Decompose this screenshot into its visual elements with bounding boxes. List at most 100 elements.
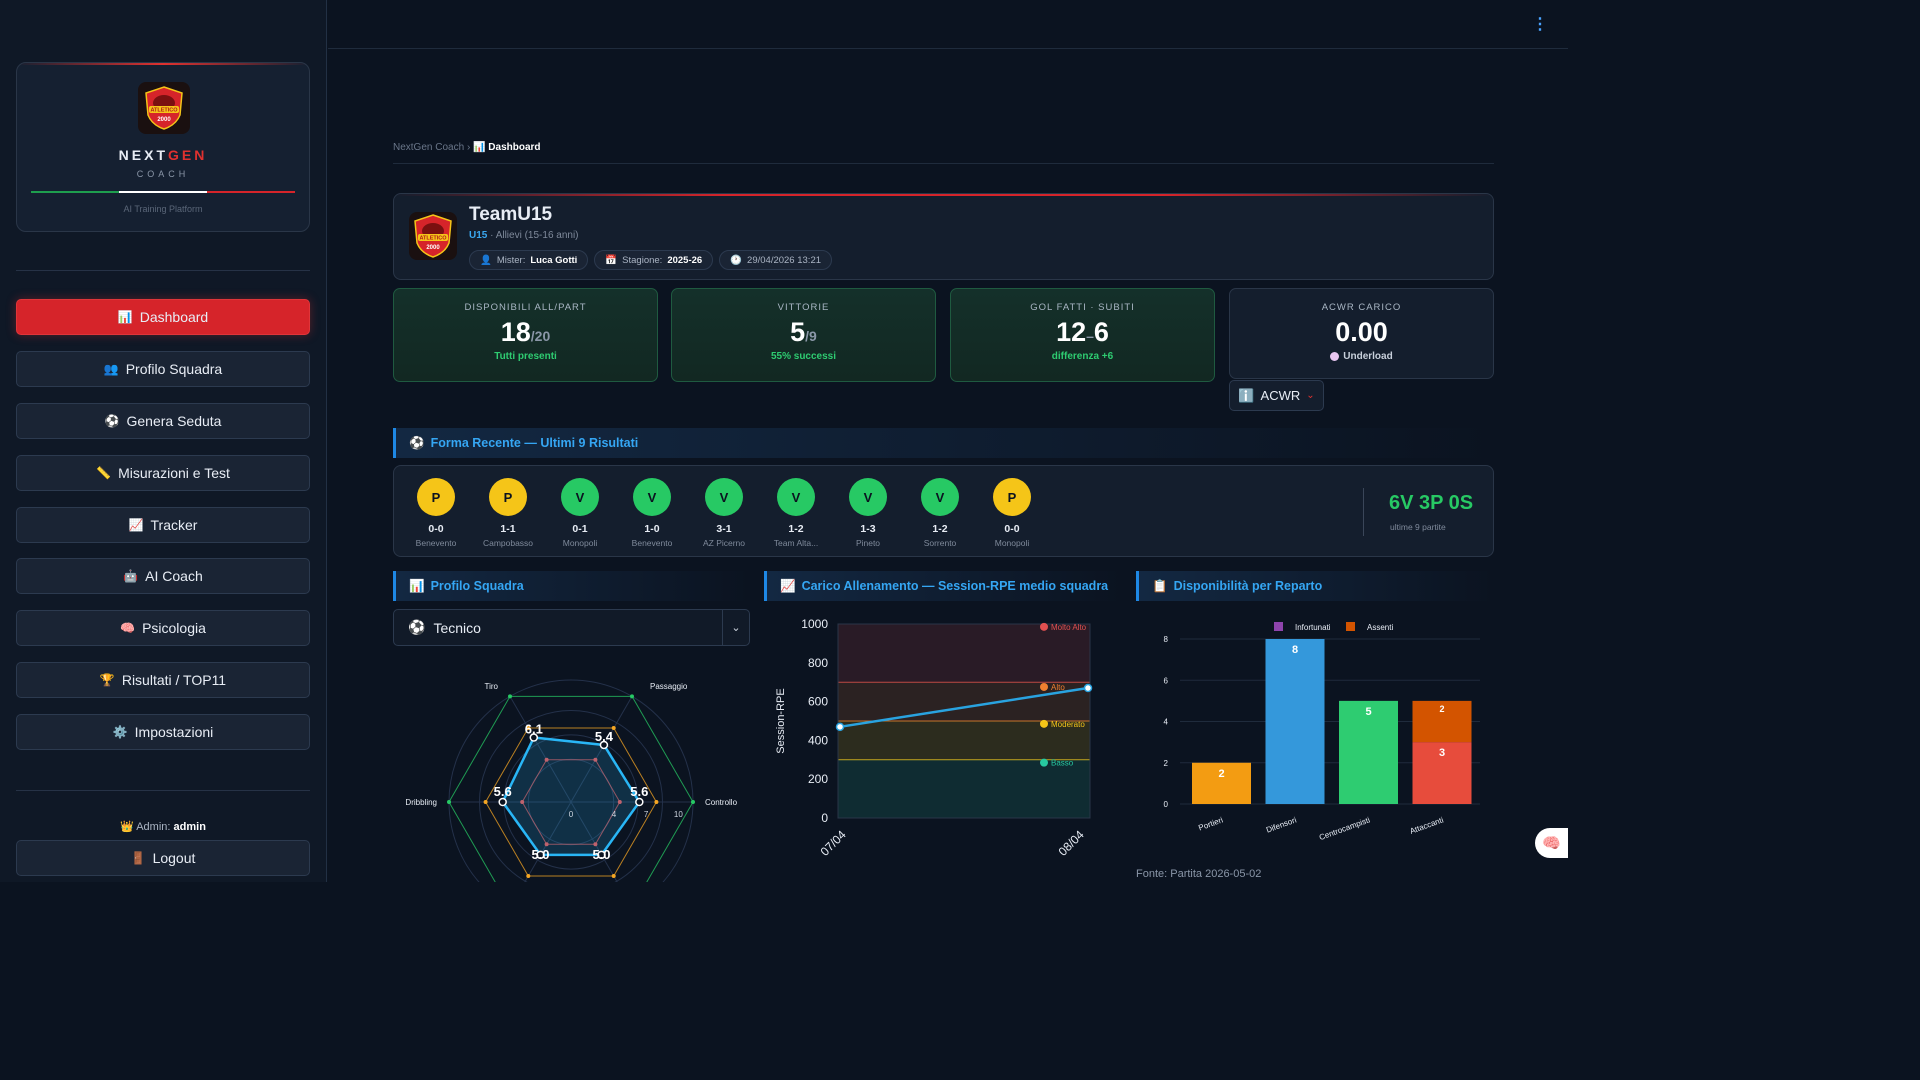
radar-reference-point: [508, 694, 512, 699]
svg-text:2000: 2000: [157, 117, 171, 123]
opponent-name: Sorrento: [923, 538, 957, 548]
y-tick-label: 2: [1164, 759, 1169, 768]
sidebar-item-profilo-squadra[interactable]: 👥 Profilo Squadra: [16, 351, 310, 387]
admin-username: admin: [173, 821, 206, 833]
opponent-name: Monopoli: [562, 538, 598, 548]
tricolor-bar: [31, 191, 295, 193]
radar-axis-label: Dribbling: [405, 798, 437, 807]
bar-available: [1412, 742, 1472, 804]
radar-value-label: 5.4: [595, 729, 614, 744]
radar-reference-point: [544, 842, 549, 847]
sidebar-item-misurazioni-e-test[interactable]: 📏 Misurazioni e Test: [16, 455, 310, 491]
sidebar-item-label: Tracker: [150, 517, 198, 533]
result-badge: V: [777, 478, 815, 516]
band-legend-dot: [1040, 758, 1048, 767]
radar-axis-label: Controllo: [705, 798, 738, 807]
x-tick-label: 07/04: [818, 827, 849, 858]
team-name: TeamU15: [469, 204, 553, 225]
sidebar-item-tracker[interactable]: 📈 Tracker: [16, 507, 310, 543]
brand-subtitle: COACH: [136, 169, 190, 179]
brain-icon: 🧠: [120, 621, 136, 635]
profile-section-title: 📊 Profilo Squadra: [393, 571, 750, 601]
svg-text:ATLETICO: ATLETICO: [150, 108, 178, 114]
radar-reference-point: [520, 800, 525, 804]
sidebar-item-label: Genera Seduta: [126, 413, 222, 429]
opponent-name: Pineto: [855, 538, 881, 548]
breadcrumb-root[interactable]: NextGen Coach: [393, 142, 465, 153]
sidebar-item-risultati-top11[interactable]: 🏆 Risultati / TOP11: [16, 662, 310, 698]
y-tick-label: 8: [1164, 635, 1169, 644]
match-score: 1-1: [500, 523, 516, 535]
bar-value-label: 8: [1292, 644, 1298, 656]
bar-value-label: 2: [1218, 768, 1224, 780]
chart-source: Fonte: Partita 2026-05-02: [1136, 868, 1262, 880]
breadcrumb: NextGen Coach › 📊 Dashboard: [393, 142, 541, 153]
svg-text:2000: 2000: [426, 245, 440, 251]
admin-line: 👑 Admin: admin: [120, 821, 206, 833]
plot-frame: [837, 623, 1091, 819]
club-shield-icon: ATLETICO 2000: [145, 86, 183, 130]
radar-spoke: [570, 696, 633, 803]
profile-select-toggle[interactable]: ⌄: [722, 609, 750, 646]
form-section-title: ⚽ Forma Recente — Ultimi 9 Risultati: [393, 428, 1494, 458]
result-badge: P: [489, 478, 527, 516]
bar-available: [1339, 700, 1398, 804]
trend-chart-icon: 📈: [128, 518, 144, 532]
band-label: Basso: [1051, 759, 1074, 768]
match-result: V 0-1 Monopoli: [544, 478, 616, 548]
sidebar-item-impostazioni[interactable]: ⚙️ Impostazioni: [16, 714, 310, 750]
assistant-fab-icon[interactable]: 🧠: [1535, 828, 1568, 858]
radar-value-label: 5.0: [592, 847, 610, 862]
radar-reference-point: [593, 757, 598, 762]
clipboard-icon: 📋: [1152, 578, 1168, 593]
acwr-info-button[interactable]: ℹ️ ACWR ⌄: [1229, 380, 1324, 411]
result-badge: V: [849, 478, 887, 516]
sidebar-item-psicologia[interactable]: 🧠 Psicologia: [16, 610, 310, 646]
sidebar-item-label: Dashboard: [139, 309, 209, 325]
sidebar-item-genera-seduta[interactable]: ⚽ Genera Seduta: [16, 403, 310, 439]
profile-select-value: Tecnico: [433, 619, 481, 636]
kpi-wins: VITTORIE 5/9 55% successi: [671, 288, 936, 382]
radar-reference-point: [630, 694, 634, 699]
availability-section-title: 📋 Disponibilità per Reparto: [1136, 571, 1494, 601]
chevron-down-icon: ⌄: [1306, 390, 1315, 401]
brand-name: NEXTGEN: [118, 147, 208, 163]
svg-text:ATLETICO: ATLETICO: [419, 236, 447, 242]
y-tick-label: 200: [808, 772, 828, 786]
availability-bar-chart: 0 2 4 6 8 Infortunati Assenti 2 Portieri 8 Difenso…: [1164, 622, 1480, 842]
match-score: 0-1: [572, 523, 588, 535]
sidebar-item-dashboard[interactable]: 📊 Dashboard: [16, 299, 310, 335]
x-tick-label: Difensori: [1265, 815, 1298, 834]
radar-axis-label: Tiro: [485, 682, 499, 691]
band-label: Moderato: [1051, 720, 1085, 729]
band-legend-dot: [1040, 622, 1048, 631]
sidebar-item-ai-coach[interactable]: 🤖 AI Coach: [16, 558, 310, 594]
kebab-menu-icon[interactable]: ⋮: [1532, 16, 1548, 33]
sidebar-item-label: AI Coach: [145, 568, 203, 584]
load-line-chart: Molto Alto Alto Moderato Basso 0 200 400 600 800…: [775, 617, 1093, 859]
radar-team-point: [498, 797, 507, 807]
sidebar-item-label: Risultati / TOP11: [121, 672, 227, 688]
y-tick-label: 0: [1164, 800, 1169, 809]
radar-team-point: [635, 797, 644, 807]
opponent-name: Benevento: [415, 538, 457, 548]
kpi-available: DISPONIBILI ALL/PART 18/20 Tutti present…: [393, 288, 658, 382]
load-data-point: [835, 722, 845, 732]
y-tick-label: 400: [808, 733, 828, 747]
bar-value-label: 5: [1365, 706, 1371, 718]
breadcrumb-current: Dashboard: [488, 142, 541, 153]
person-icon: 👤: [480, 254, 492, 266]
sidebar-divider: [16, 270, 310, 271]
radar-scale-label: 7: [644, 810, 649, 819]
profile-select[interactable]: ⚽ Tecnico: [393, 609, 723, 646]
team-logo: ATLETICO 2000: [409, 212, 457, 260]
y-tick-label: 6: [1164, 676, 1169, 685]
match-result: V 1-0 Benevento: [616, 478, 688, 548]
match-result: V 1-3 Pineto: [832, 478, 904, 548]
match-score: 1-2: [932, 523, 948, 535]
logout-button[interactable]: 🚪 Logout: [16, 840, 310, 876]
legend-swatch: [1274, 622, 1283, 631]
y-tick-label: 800: [808, 656, 828, 670]
intensity-band: [838, 721, 1090, 760]
opponent-name: Monopoli: [994, 538, 1030, 548]
